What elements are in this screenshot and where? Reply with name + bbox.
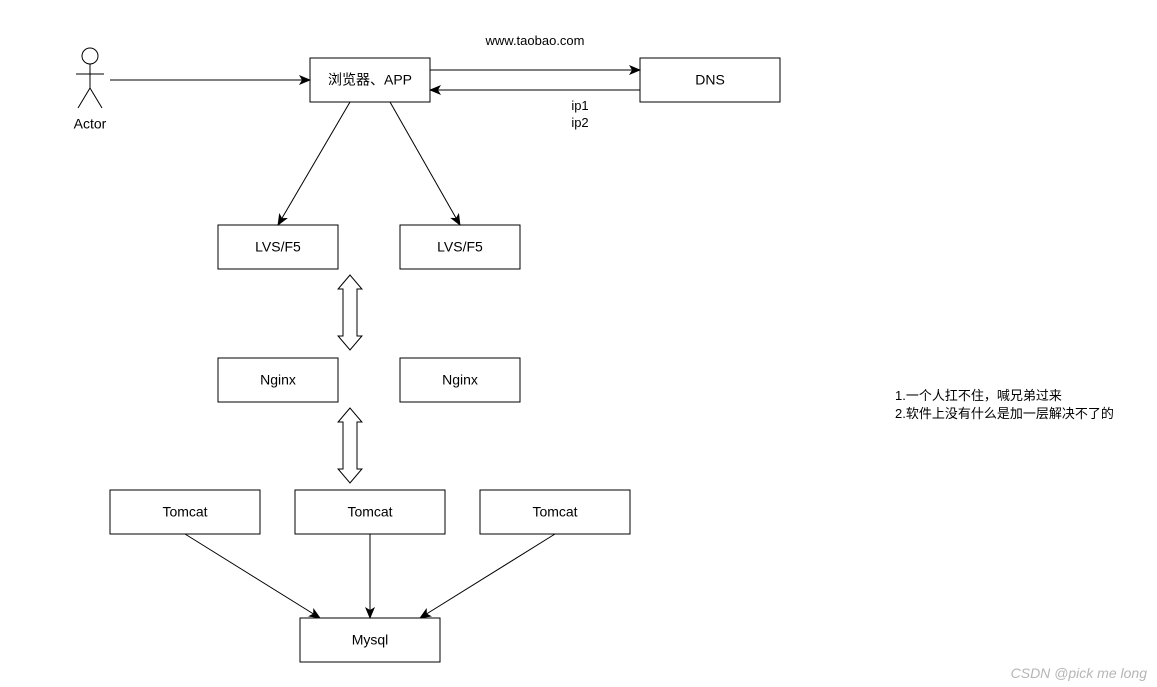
tomcat1-to-mysql xyxy=(185,534,320,618)
label-request-url: www.taobao.com xyxy=(485,33,585,48)
node-lvs2-label: LVS/F5 xyxy=(437,239,483,255)
node-nginx1-label: Nginx xyxy=(260,372,296,388)
actor-head xyxy=(82,48,98,64)
label-ip1: ip1 xyxy=(571,98,588,113)
node-tomcat2-label: Tomcat xyxy=(347,504,392,520)
lvs-nginx-double xyxy=(338,275,362,350)
tomcat3-to-mysql xyxy=(420,534,555,618)
node-nginx2-label: Nginx xyxy=(442,372,478,388)
side-note-line-2: 2.软件上没有什么是加一层解决不了的 xyxy=(895,405,1114,423)
node-tomcat1-label: Tomcat xyxy=(162,504,207,520)
browser-to-lvs2 xyxy=(390,102,460,225)
node-tomcat3-label: Tomcat xyxy=(532,504,577,520)
nginx-tomcat-double xyxy=(338,408,362,483)
actor-label: Actor xyxy=(74,116,107,132)
actor-leg-left xyxy=(78,88,90,108)
node-lvs1-label: LVS/F5 xyxy=(255,239,301,255)
node-dns-label: DNS xyxy=(695,72,725,88)
actor-leg-right xyxy=(90,88,102,108)
side-note: 1.一个人扛不住，喊兄弟过来2.软件上没有什么是加一层解决不了的 xyxy=(895,387,1114,423)
side-note-line-1: 1.一个人扛不住，喊兄弟过来 xyxy=(895,387,1114,405)
watermark: CSDN @pick me long xyxy=(1011,665,1147,681)
browser-to-lvs1 xyxy=(278,102,350,225)
architecture-diagram: Actor 浏览器、APP DNS LVS/F5 LVS/F5 Nginx Nginx Tom… xyxy=(0,0,1157,687)
node-mysql-label: Mysql xyxy=(352,632,389,648)
node-browser-label: 浏览器、APP xyxy=(328,72,412,88)
label-ip2: ip2 xyxy=(571,115,588,130)
